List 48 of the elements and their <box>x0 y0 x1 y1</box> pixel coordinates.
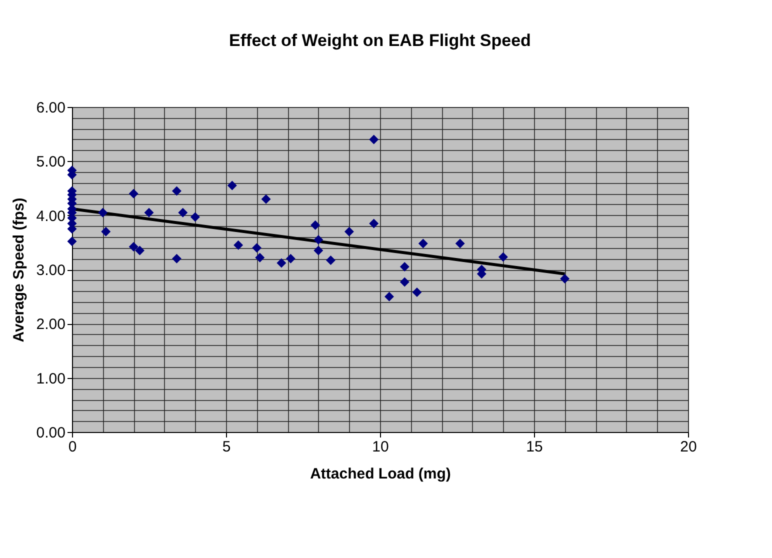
chart-title: Effect of Weight on EAB Flight Speed <box>229 31 531 50</box>
point <box>310 220 320 230</box>
point <box>128 242 138 252</box>
point <box>412 288 422 297</box>
point <box>276 258 286 268</box>
y-tick-label: 0.00 <box>36 424 66 442</box>
point <box>455 238 465 248</box>
x-tick-label: 5 <box>222 438 231 456</box>
x-tick-label: 15 <box>526 438 543 456</box>
y-tick-label: 3.00 <box>36 262 66 279</box>
x-tick-label: 10 <box>372 438 389 456</box>
point <box>369 218 379 228</box>
point <box>261 194 271 204</box>
point <box>498 252 508 262</box>
point <box>326 256 336 266</box>
point <box>135 246 145 256</box>
point <box>98 208 108 218</box>
x-axis-title: Attached Load (mg) <box>310 466 451 482</box>
point <box>172 254 182 264</box>
point <box>144 208 154 218</box>
y-axis-title: Average Speed (fps) <box>10 198 28 342</box>
point <box>286 254 296 264</box>
y-tick-label: 5.00 <box>36 154 66 171</box>
point <box>172 186 182 196</box>
point <box>418 238 428 248</box>
point <box>314 246 324 256</box>
point <box>128 188 138 198</box>
point <box>400 277 410 287</box>
y-tick-label: 1.00 <box>36 370 66 388</box>
point <box>101 226 111 236</box>
point <box>314 234 324 244</box>
y-tick-label: 6.00 <box>36 100 66 116</box>
point <box>384 292 394 302</box>
y-tick-label: 4.00 <box>36 208 66 225</box>
point <box>344 226 354 236</box>
y-tick-label: 2.00 <box>36 316 66 334</box>
point <box>190 212 200 222</box>
x-tick-label: 20 <box>680 438 697 456</box>
point <box>560 274 570 284</box>
point <box>255 252 265 262</box>
point <box>400 262 410 272</box>
x-tick-label: 0 <box>68 438 77 456</box>
point <box>369 134 379 144</box>
point <box>252 243 262 253</box>
point <box>227 180 237 190</box>
point <box>234 240 244 250</box>
point <box>67 236 77 246</box>
point <box>178 208 188 218</box>
